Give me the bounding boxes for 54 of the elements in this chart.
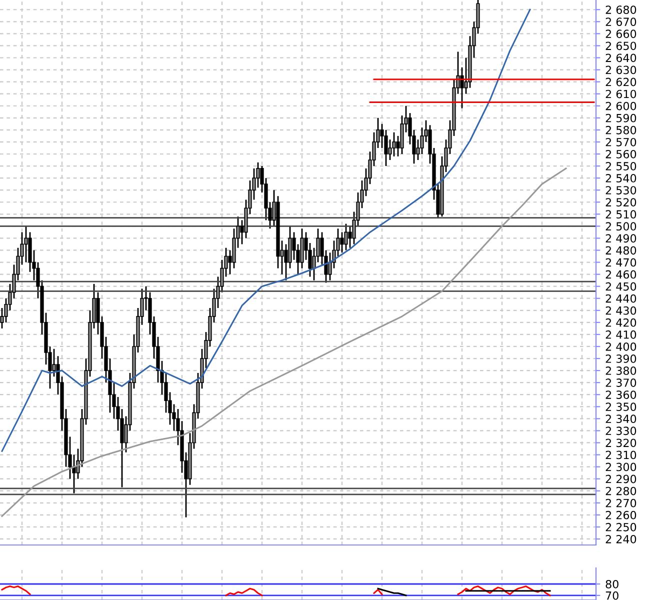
- y-tick-label: 2 240: [606, 534, 636, 544]
- line-series: [1, 168, 567, 517]
- y-tick-label: 2 330: [606, 426, 636, 436]
- y-tick-label: 2 310: [606, 450, 636, 460]
- candlestick: [392, 132, 396, 158]
- y-tick-label: 2 650: [606, 42, 636, 50]
- y-tick-label: 2 370: [606, 378, 636, 387]
- y-tick-label: 80: [606, 580, 618, 588]
- y-tick-label: 2 640: [606, 54, 636, 62]
- y-tick-label: 2 560: [606, 150, 636, 158]
- candlestick: [340, 232, 344, 254]
- y-tick-label: 2 520: [606, 198, 636, 206]
- y-tick-label: 2 610: [606, 90, 636, 98]
- y-tick-label: 2 470: [606, 258, 636, 267]
- y-tick-label: 2 540: [606, 174, 636, 182]
- y-tick-label: 2 630: [606, 66, 636, 74]
- y-tick-label: 2 550: [606, 162, 636, 170]
- y-tick-label: 2 300: [606, 462, 636, 472]
- y-tick-label: 70: [606, 591, 618, 600]
- y-tick-label: 2 360: [606, 390, 636, 399]
- candlestick: [344, 223, 348, 251]
- y-tick-label: 2 410: [606, 330, 636, 339]
- y-tick-label: 2 350: [606, 402, 636, 412]
- y-tick-label: 2 460: [606, 270, 636, 279]
- y-tick-label: 2 400: [606, 342, 636, 351]
- y-tick-label: 2 420: [606, 318, 636, 327]
- y-tick-label: 2 660: [606, 30, 636, 38]
- y-tick-label: 2 680: [606, 6, 636, 14]
- y-tick-label: 2 430: [606, 306, 636, 315]
- y-tick-label: 2 620: [606, 78, 636, 86]
- y-tick-label: 2 490: [606, 234, 636, 243]
- candlestick: [24, 225, 28, 263]
- y-tick-label: 2 280: [606, 486, 636, 496]
- y-tick-label: 2 500: [606, 222, 636, 231]
- y-tick-label: 2 340: [606, 414, 636, 424]
- y-tick-label: 2 570: [606, 138, 636, 146]
- line-series: [377, 588, 407, 596]
- y-tick-label: 2 580: [606, 126, 636, 134]
- y-tick-label: 2 510: [606, 210, 636, 219]
- y-tick-label: 2 270: [606, 498, 636, 508]
- y-tick-label: 2 440: [606, 294, 636, 303]
- y-tick-label: 2 450: [606, 282, 636, 291]
- y-tick-label: 2 530: [606, 186, 636, 194]
- y-tick-label: 2 590: [606, 114, 636, 122]
- line-series: [1, 8, 531, 452]
- y-tick-label: 2 290: [606, 474, 636, 484]
- y-tick-label: 2 380: [606, 366, 636, 375]
- y-tick-label: 2 480: [606, 246, 636, 255]
- y-tick-label: 2 320: [606, 438, 636, 448]
- y-tick-label: 2 260: [606, 510, 636, 520]
- y-tick-label: 2 250: [606, 522, 636, 532]
- y-tick-label: 2 670: [606, 18, 636, 26]
- y-tick-label: 2 600: [606, 102, 636, 110]
- y-tick-label: 2 390: [606, 354, 636, 363]
